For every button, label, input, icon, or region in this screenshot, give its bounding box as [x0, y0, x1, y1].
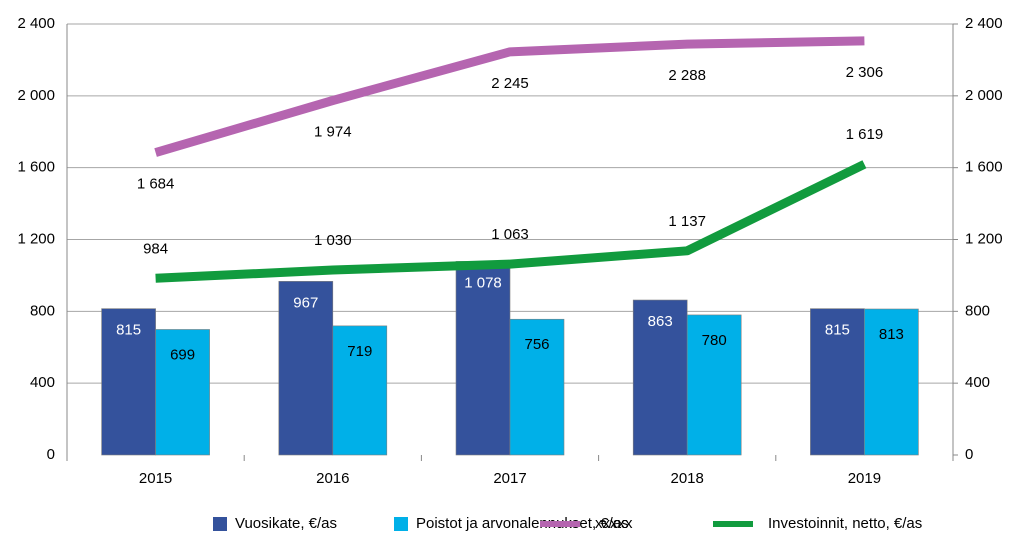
bar	[632, 299, 688, 456]
bar-label: 967	[293, 294, 318, 311]
line	[155, 160, 867, 283]
y2-tick-label: 800	[965, 302, 990, 319]
line-label: 1 974	[314, 123, 352, 140]
y2-tick-label: 2 400	[965, 15, 1003, 32]
y-tick-label: 400	[30, 374, 55, 391]
x-tick-label: 2018	[671, 470, 704, 487]
y2-tick-label: 1 200	[965, 230, 1003, 247]
line-label: 2 245	[491, 75, 529, 92]
line-label: 1 030	[314, 232, 352, 249]
y-tick-label: 800	[30, 302, 55, 319]
line-label: 1 619	[846, 126, 884, 143]
bar-label: 1 078	[464, 274, 502, 291]
y2-tick-label: 0	[965, 446, 973, 463]
bar	[332, 325, 388, 456]
bar-label: 863	[648, 313, 673, 330]
line	[154, 36, 865, 157]
y-tick-label: 1 600	[17, 159, 55, 176]
x-tick-label: 2019	[848, 470, 881, 487]
line-label: 2 288	[668, 67, 706, 84]
y2-tick-label: 400	[965, 374, 990, 391]
bar	[686, 314, 742, 456]
x-tick-label: 2015	[139, 470, 172, 487]
bar	[509, 318, 565, 456]
x-tick-label: 2017	[493, 470, 526, 487]
bar-label: 815	[116, 322, 141, 339]
line-label: 984	[143, 240, 168, 257]
legend-label: Investoinnit, netto, €/as	[768, 515, 922, 532]
bar-label: 813	[879, 326, 904, 343]
line-label: 1 063	[491, 226, 529, 243]
y2-tick-label: 1 600	[965, 159, 1003, 176]
line-label: 1 684	[137, 176, 175, 193]
y-tick-label: 2 400	[17, 15, 55, 32]
legend-label: xxxxx	[595, 515, 633, 532]
line-label: 2 306	[846, 64, 884, 81]
y-tick-label: 1 200	[17, 230, 55, 247]
bar-label: 780	[702, 332, 727, 349]
legend-swatch	[213, 517, 227, 531]
bar	[810, 308, 865, 456]
bar-label: 719	[347, 343, 372, 360]
y-tick-label: 0	[47, 446, 55, 463]
bar	[155, 329, 210, 456]
legend-swatch	[394, 517, 408, 531]
bar	[455, 261, 511, 456]
x-tick-label: 2016	[316, 470, 349, 487]
legend-label: Vuosikate, €/as	[235, 515, 337, 532]
bar	[864, 308, 919, 456]
y-tick-label: 2 000	[17, 87, 55, 104]
bar-label: 699	[170, 346, 195, 363]
y2-tick-label: 2 000	[965, 87, 1003, 104]
bar-label: 756	[524, 336, 549, 353]
bar-label: 815	[825, 322, 850, 339]
legend-label: Poistot ja arvonalennukset, €/as	[416, 515, 629, 532]
line-label: 1 137	[668, 213, 706, 230]
